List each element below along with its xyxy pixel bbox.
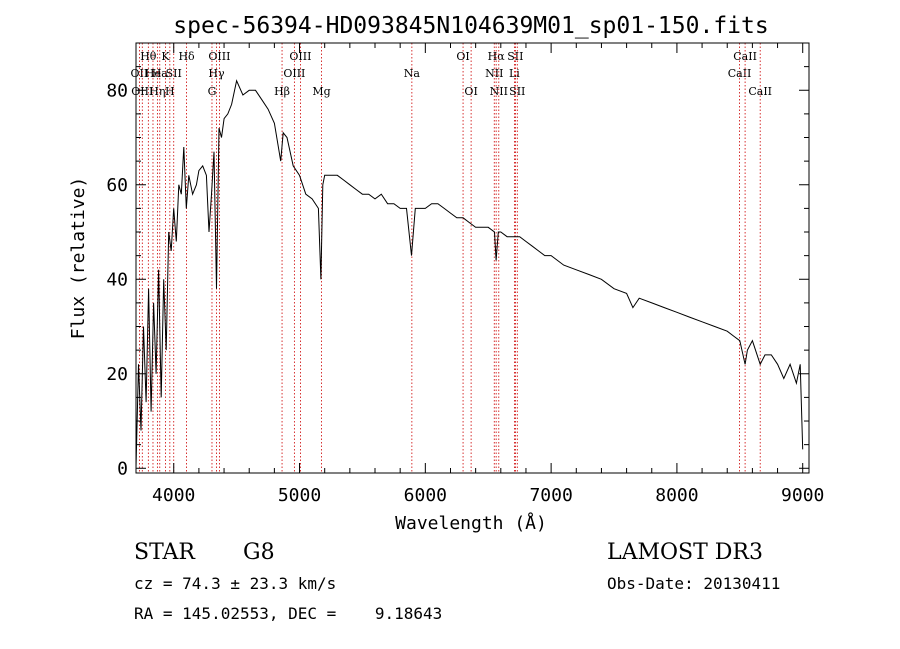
spectral-line-label: SII [507,50,523,63]
spectral-line-label: NII [485,67,503,80]
x-tick-label: 5000 [278,485,321,506]
spectral-line-label: OI [456,50,469,63]
y-tick-label: 40 [106,269,128,290]
spectral-line-label: Mg [312,85,330,98]
spectral-line-label: OIII [283,67,305,80]
x-tick-label: 4000 [152,485,195,506]
chart-title: spec-56394-HD093845N104639M01_sp01-150.f… [173,13,768,39]
spectral-line-label: OIII [208,50,230,63]
ra-dec: RA = 145.02553, DEC = 9.18643 [134,604,443,623]
x-tick-label: 7000 [529,485,572,506]
spectral-line-markers: OII OIII Hθ He Hη Ha K H SII Hδ G Hγ OIII Hβ OIII OIII M… [131,43,772,473]
spectral-line-label: Hη [149,85,165,98]
spectral-line-label: CaII [728,67,752,80]
x-tick-label: 6000 [404,485,447,506]
spectral-line-label: Hδ [178,50,195,63]
spectral-line-label: OIII [289,50,311,63]
spectral-line-label: CaII [733,50,757,63]
x-axis-ticks: 4000 5000 6000 7000 8000 9000 [152,43,824,506]
spectral-line-label: Ha [152,67,169,80]
spectral-line-label: Na [404,67,421,80]
spectral-line-label: He [145,67,161,80]
plot-frame [135,42,810,474]
spectral-line-label: Hγ [208,67,225,80]
spectral-line-label: SII [166,67,182,80]
y-tick-label: 20 [106,364,128,385]
redshift-cz: cz = 74.3 ± 23.3 km/s [134,574,337,593]
spectral-line-label: K [161,50,170,63]
y-axis-label: Flux (relative) [68,177,89,340]
y-tick-label: 60 [106,175,128,196]
object-class: STAR [134,540,195,565]
spectral-line-label: Hβ [274,85,290,98]
spectral-line-label: Hα [488,50,506,63]
observation-date: Obs-Date: 20130411 [607,574,781,593]
spectral-line-label: Li [509,67,520,80]
x-tick-label: 8000 [655,485,698,506]
spectral-line-label: OII [131,67,149,80]
y-tick-label: 0 [117,458,128,479]
spectrum-line [135,79,804,469]
spectral-line-label: G [208,85,217,98]
spectral-line-label: H [165,85,175,98]
spectral-line-label: OIII [131,85,153,98]
spectral-line-label: SII [509,85,525,98]
spectral-line-label: Hθ [140,50,157,63]
x-tick-label: 9000 [781,485,824,506]
survey-name: LAMOST DR3 [607,540,763,565]
x-axis-label: Wavelength (Å) [395,512,547,534]
y-axis-ticks: 0 20 40 60 80 [106,66,809,479]
spectral-line-label: OI [464,85,477,98]
spectral-line-label: CaII [748,85,772,98]
y-tick-label: 80 [106,80,128,101]
object-subclass: G8 [243,540,275,565]
spectral-line-label: NII [490,85,508,98]
